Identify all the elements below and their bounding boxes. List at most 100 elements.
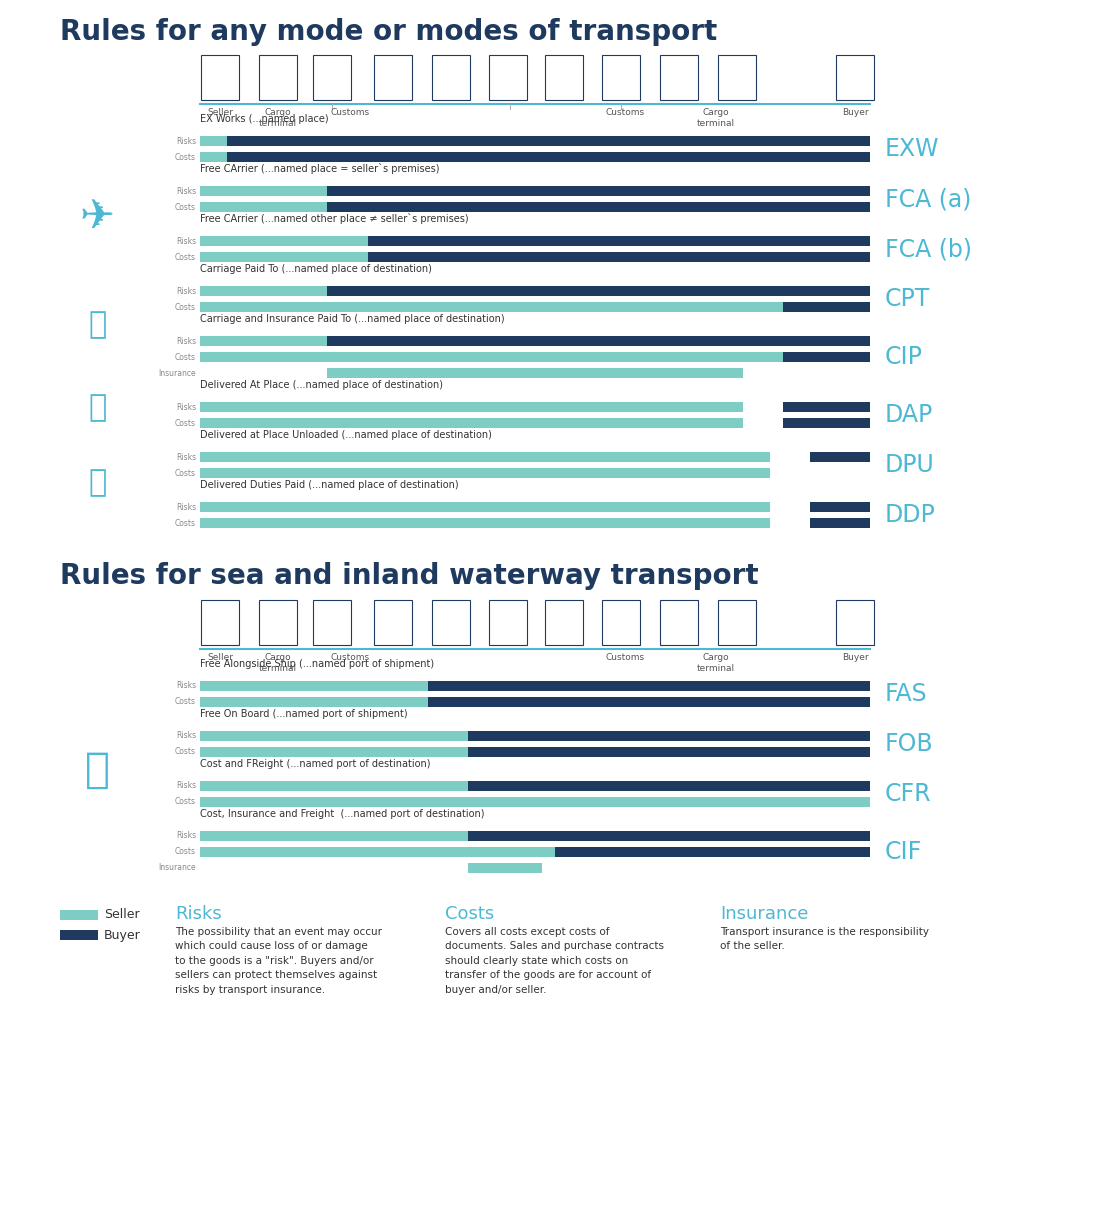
Text: Costs: Costs (175, 203, 196, 211)
Bar (783, 302, 870, 312)
Text: Risks: Risks (176, 681, 196, 691)
Text: Costs: Costs (175, 797, 196, 807)
Bar (200, 502, 769, 513)
Bar (200, 468, 769, 478)
Text: EX Works (...named place): EX Works (...named place) (200, 115, 328, 124)
Text: ✈: ✈ (80, 197, 115, 238)
Text: Risks: Risks (176, 452, 196, 462)
Text: Seller: Seller (104, 908, 140, 921)
Bar (226, 152, 870, 162)
Text: Costs: Costs (445, 904, 494, 923)
Bar (660, 55, 698, 100)
Text: Risks: Risks (176, 187, 196, 195)
Bar (327, 286, 870, 295)
Bar (200, 847, 468, 857)
Bar (200, 697, 428, 707)
Bar (468, 863, 542, 873)
Text: Insurance: Insurance (158, 369, 196, 377)
Bar (468, 781, 870, 791)
Bar (200, 186, 327, 197)
Text: FAS: FAS (885, 683, 927, 706)
Bar (468, 747, 870, 757)
Bar (200, 55, 239, 100)
Bar (783, 402, 870, 412)
Text: Delivered At Place (...named place of destination): Delivered At Place (...named place of de… (200, 380, 444, 390)
Bar (312, 601, 351, 645)
Bar (200, 352, 327, 362)
Text: Cargo
terminal: Cargo terminal (259, 652, 297, 673)
Text: CPT: CPT (885, 287, 931, 311)
Bar (556, 847, 870, 857)
Text: Free On Board (...named port of shipment): Free On Board (...named port of shipment… (200, 709, 408, 719)
Text: Covers all costs except costs of
documents. Sales and purchase contracts
should : Covers all costs except costs of documen… (445, 927, 664, 995)
Bar (312, 55, 351, 100)
Text: Customs: Customs (606, 109, 645, 117)
Bar (603, 55, 640, 100)
Bar (660, 601, 698, 645)
Bar (200, 747, 468, 757)
Text: FCA (a): FCA (a) (885, 187, 971, 211)
Bar (367, 252, 870, 262)
Text: Costs: Costs (175, 519, 196, 527)
Bar (60, 930, 99, 939)
Text: EXW: EXW (885, 137, 940, 160)
Text: Insurance: Insurance (720, 904, 809, 923)
Bar (468, 847, 556, 857)
Text: Transport insurance is the responsibility
of the seller.: Transport insurance is the responsibilit… (720, 927, 928, 952)
Bar (783, 352, 870, 362)
Text: Risks: Risks (176, 503, 196, 511)
Text: Carriage and Insurance Paid To (...named place of destination): Carriage and Insurance Paid To (...named… (200, 314, 505, 324)
Bar (327, 302, 783, 312)
Text: FCA (b): FCA (b) (885, 238, 972, 260)
Text: Free CArrier (...named place = seller`s premises): Free CArrier (...named place = seller`s … (200, 163, 439, 174)
Text: Seller: Seller (207, 109, 233, 117)
Text: Delivered Duties Paid (...named place of destination): Delivered Duties Paid (...named place of… (200, 480, 458, 490)
Bar (468, 797, 870, 807)
Text: Risks: Risks (176, 831, 196, 841)
Text: Buyer: Buyer (104, 929, 141, 942)
Bar (718, 601, 756, 645)
Text: Costs: Costs (175, 303, 196, 311)
Bar (200, 252, 367, 262)
Bar (810, 452, 870, 462)
Text: Cargo
terminal: Cargo terminal (697, 109, 735, 128)
Bar (428, 697, 870, 707)
Text: Buyer: Buyer (842, 109, 868, 117)
Text: Cost and FReight (...named port of destination): Cost and FReight (...named port of desti… (200, 759, 430, 769)
Text: Insurance: Insurance (158, 863, 196, 872)
Text: Risks: Risks (176, 403, 196, 411)
Bar (468, 731, 870, 740)
Bar (432, 601, 470, 645)
Text: DPU: DPU (885, 453, 935, 478)
Bar (836, 55, 874, 100)
Bar (428, 681, 870, 691)
Bar (810, 519, 870, 528)
Text: Cargo
terminal: Cargo terminal (259, 109, 297, 128)
Text: Rules for any mode or modes of transport: Rules for any mode or modes of transport (60, 18, 717, 46)
Text: Risks: Risks (176, 781, 196, 790)
Text: Costs: Costs (175, 468, 196, 478)
Bar (327, 352, 783, 362)
Bar (200, 601, 239, 645)
Text: Cargo
terminal: Cargo terminal (697, 652, 735, 673)
Bar (200, 797, 468, 807)
Text: DDP: DDP (885, 503, 935, 527)
Text: FOB: FOB (885, 732, 934, 756)
Bar (374, 601, 412, 645)
Bar (200, 681, 428, 691)
Bar (200, 731, 468, 740)
Text: DAP: DAP (885, 403, 933, 427)
Text: Customs: Customs (606, 652, 645, 662)
Bar (200, 236, 367, 246)
Text: Carriage Paid To (...named place of destination): Carriage Paid To (...named place of dest… (200, 264, 432, 274)
Bar (200, 452, 769, 462)
Bar (200, 402, 743, 412)
Bar (489, 601, 528, 645)
Text: Free CArrier (...named other place ≠ seller`s premises): Free CArrier (...named other place ≠ sel… (200, 213, 468, 224)
Bar (200, 418, 743, 428)
Bar (783, 418, 870, 428)
Text: Risks: Risks (176, 136, 196, 146)
Text: Risks: Risks (176, 732, 196, 740)
Bar (468, 831, 870, 841)
Text: Costs: Costs (175, 352, 196, 362)
